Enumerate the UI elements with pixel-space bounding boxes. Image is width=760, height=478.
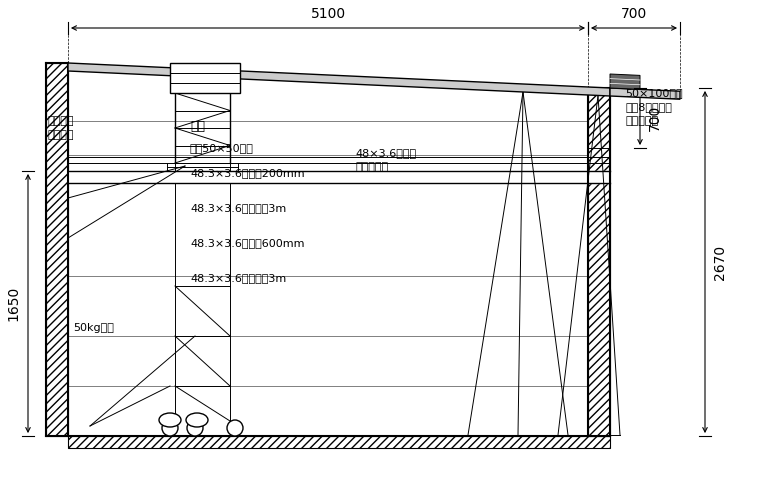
Text: 700: 700 [621, 7, 647, 21]
Text: 48.3×3.6钒管间200mm: 48.3×3.6钒管间200mm [190, 168, 305, 178]
Text: 48.3×3.6钒管间600mm: 48.3×3.6钒管间600mm [190, 238, 305, 248]
Circle shape [187, 420, 203, 436]
Text: 48.3×3.6钒管长度3m: 48.3×3.6钒管长度3m [190, 203, 287, 213]
Ellipse shape [186, 413, 208, 427]
Text: 700: 700 [648, 105, 662, 131]
Text: 配重: 配重 [190, 120, 205, 133]
Text: 48.3×3.6钒管长度3m: 48.3×3.6钒管长度3m [190, 273, 287, 283]
Ellipse shape [159, 413, 181, 427]
Bar [46, 63, 68, 436]
Text: 2670: 2670 [713, 244, 727, 280]
Polygon shape [68, 63, 610, 96]
Text: 48×3.6钒管前
端有效固定: 48×3.6钒管前 端有效固定 [355, 148, 416, 172]
Bar [170, 63, 240, 93]
Text: 50×100枕木
采用8号线与框
梁有效固定: 50×100枕木 采用8号线与框 梁有效固定 [625, 88, 682, 126]
Bar [588, 88, 610, 436]
Polygon shape [610, 88, 680, 99]
Text: 50kg沙袋: 50kg沙袋 [73, 323, 114, 333]
Text: 5100: 5100 [310, 7, 346, 21]
Text: 1650: 1650 [6, 286, 20, 321]
Text: 与建筑物
有效连接: 与建筑物 有效连接 [47, 116, 74, 140]
Text: 满铺50×50跳板: 满铺50×50跳板 [190, 143, 254, 153]
Bar [68, 436, 610, 448]
Polygon shape [610, 74, 640, 89]
Circle shape [162, 420, 178, 436]
Circle shape [227, 420, 243, 436]
